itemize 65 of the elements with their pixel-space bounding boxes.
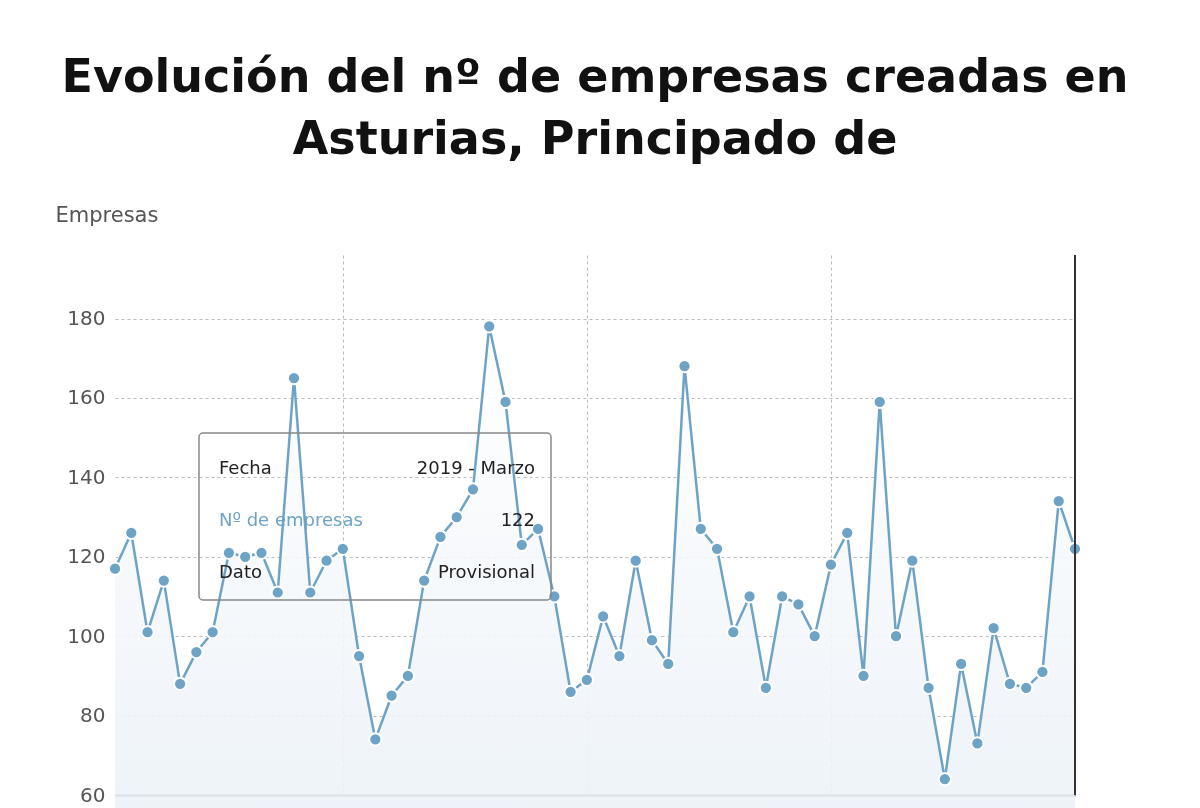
y-axis-title: Empresas <box>55 202 159 227</box>
y-tick-label: 160 <box>67 385 106 410</box>
point <box>107 561 123 576</box>
annotation: Provisional <box>437 561 535 582</box>
point <box>335 541 350 556</box>
point <box>823 557 839 572</box>
point <box>140 625 155 640</box>
point <box>319 553 334 568</box>
point <box>872 394 887 410</box>
point <box>563 684 578 699</box>
y-tick-label: 100 <box>67 623 106 648</box>
point <box>628 553 643 568</box>
point <box>205 625 220 640</box>
point <box>677 359 692 374</box>
point <box>840 525 855 541</box>
point <box>612 648 627 664</box>
point <box>1035 664 1050 680</box>
point <box>449 509 464 525</box>
point <box>937 772 952 787</box>
point <box>921 680 936 695</box>
point <box>514 537 529 552</box>
point <box>726 625 741 640</box>
point <box>351 648 367 664</box>
point <box>888 629 904 644</box>
point <box>856 668 871 683</box>
point <box>742 589 757 604</box>
point <box>970 736 985 751</box>
point <box>303 585 318 600</box>
point <box>807 629 822 644</box>
point <box>270 585 285 600</box>
point <box>238 549 253 564</box>
point <box>254 545 269 560</box>
point <box>644 633 660 648</box>
y-tick-label: 140 <box>67 464 106 489</box>
point <box>498 394 513 410</box>
point <box>368 732 383 747</box>
y-tick-label: 120 <box>67 544 106 569</box>
point <box>579 672 594 687</box>
point <box>433 529 448 545</box>
annotation: Fecha <box>219 457 272 478</box>
chart-title: Evolución del nº de empresas creadas en Asturias, Principado de <box>61 49 1129 165</box>
point <box>189 644 204 660</box>
y-tick-label: 180 <box>67 306 106 331</box>
point <box>1051 494 1066 509</box>
point <box>400 668 416 683</box>
point <box>758 680 773 695</box>
point <box>1019 680 1034 695</box>
point <box>465 482 481 497</box>
y-tick-label: 60 <box>80 782 106 807</box>
point <box>596 609 611 624</box>
point <box>791 597 806 612</box>
point <box>417 573 432 588</box>
point <box>384 688 399 703</box>
point <box>482 319 497 334</box>
point <box>156 573 171 588</box>
point <box>172 676 188 691</box>
point <box>986 621 1001 636</box>
point <box>693 521 708 537</box>
point <box>709 541 725 556</box>
point <box>905 553 920 568</box>
point <box>1002 676 1018 691</box>
y-tick-label: 80 <box>80 703 106 728</box>
point <box>124 525 139 541</box>
point <box>221 545 237 560</box>
point <box>661 656 676 672</box>
